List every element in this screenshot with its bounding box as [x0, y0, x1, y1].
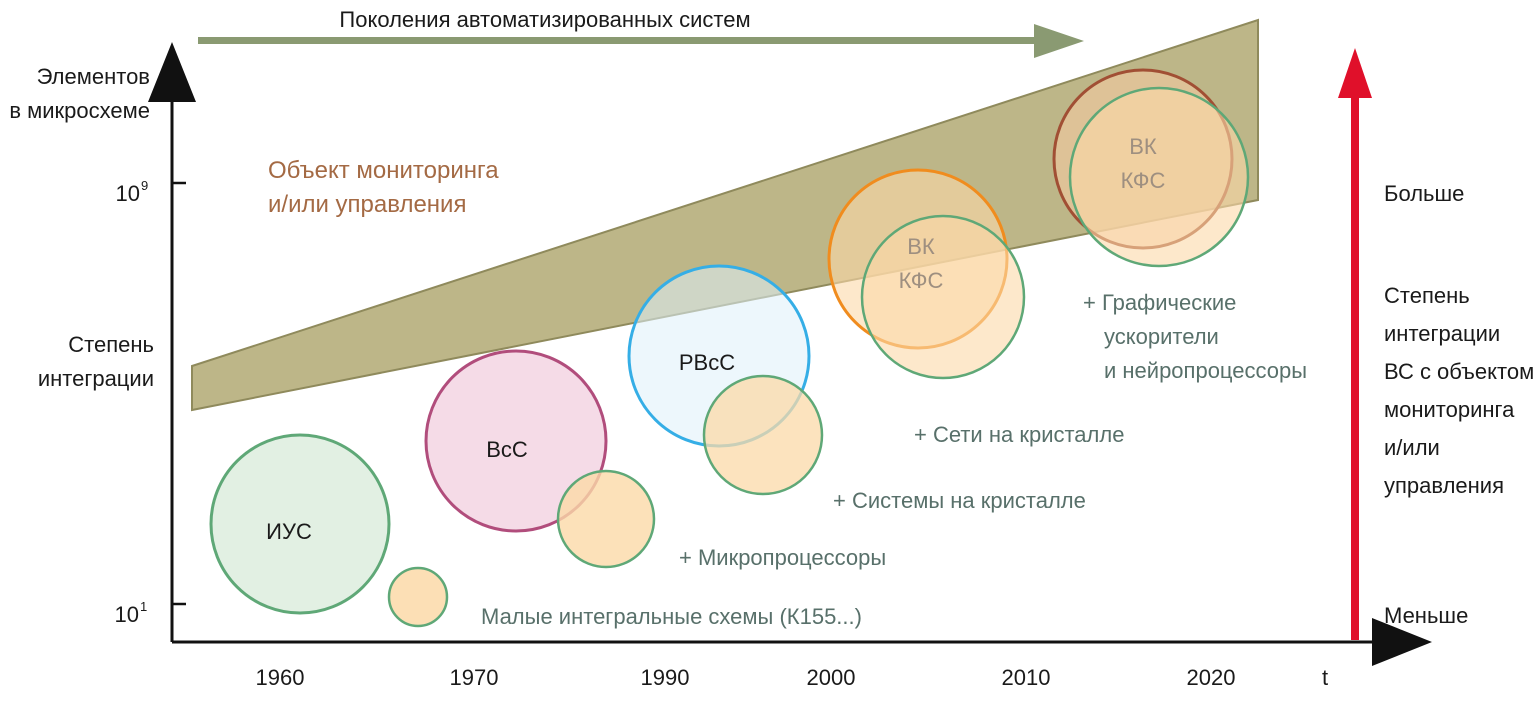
- x-tick-2010: 2010: [1002, 665, 1051, 690]
- label-kfs-2: КФС: [1121, 168, 1166, 193]
- right-top-label: Больше: [1384, 181, 1464, 206]
- circle-soc: [702, 374, 824, 496]
- x-tick-1970: 1970: [450, 665, 499, 690]
- circle-microprocessors: [556, 469, 656, 569]
- x-tick-1960: 1960: [256, 665, 305, 690]
- circle-small-ic: [387, 566, 449, 628]
- right-title-line2: интеграции: [1384, 321, 1500, 346]
- generations-arrow: [198, 24, 1084, 58]
- label-vk-2: ВК: [1129, 134, 1157, 159]
- circle-vss: [424, 349, 608, 533]
- right-title-line5: и/или: [1384, 435, 1440, 460]
- annotation-small-ic: Малые интегральные схемы (К155...): [481, 604, 862, 629]
- red-integration-arrow: [1338, 48, 1372, 640]
- band-label-line2: и/или управления: [268, 191, 466, 218]
- y-axis-mid-line2: интеграции: [38, 366, 154, 391]
- y-axis-mid-line1: Степень: [68, 332, 154, 357]
- label-ius: ИУС: [266, 519, 312, 544]
- right-title-line6: управления: [1384, 473, 1504, 498]
- annotation-soc: + Системы на кристалле: [833, 488, 1086, 513]
- x-tick-1990: 1990: [641, 665, 690, 690]
- band-label-line1: Объект мониторинга: [268, 157, 499, 184]
- right-title-line3: ВС с объектом: [1384, 359, 1534, 384]
- label-vk-1: ВК: [907, 234, 935, 259]
- x-axis-var-label: t: [1322, 665, 1328, 690]
- circle-gpu: [1068, 86, 1250, 268]
- label-vss: ВсС: [486, 437, 528, 462]
- annotation-noc: + Сети на кристалле: [914, 422, 1124, 447]
- integration-band: [191, 18, 1259, 412]
- annotation-gpu-line3: и нейропроцессоры: [1104, 358, 1307, 383]
- y-axis-title-line1: Элементов: [37, 64, 150, 89]
- y-tick-low-exp: 1: [140, 599, 147, 614]
- y-tick-high-exp: 9: [141, 178, 148, 193]
- right-title-line4: мониторинга: [1384, 397, 1515, 422]
- y-axis-title-line2: в микросхеме: [9, 98, 150, 123]
- x-tick-2000: 2000: [807, 665, 856, 690]
- right-title-line1: Степень: [1384, 283, 1470, 308]
- label-kfs-1: КФС: [899, 268, 944, 293]
- circle-ius: [209, 433, 391, 615]
- y-tick-high-base: 10: [116, 181, 140, 206]
- label-rvss: РВсС: [679, 350, 735, 375]
- circle-noc: [860, 214, 1026, 380]
- annotation-gpu-line2: ускорители: [1104, 324, 1219, 349]
- annotation-microprocessors: + Микропроцессоры: [679, 545, 886, 570]
- x-tick-2020: 2020: [1187, 665, 1236, 690]
- y-tick-low-base: 10: [115, 602, 139, 627]
- right-bottom-label: Меньше: [1384, 603, 1468, 628]
- generations-label: Поколения автоматизированных систем: [339, 7, 750, 32]
- annotation-gpu-line1: + Графические: [1083, 290, 1236, 315]
